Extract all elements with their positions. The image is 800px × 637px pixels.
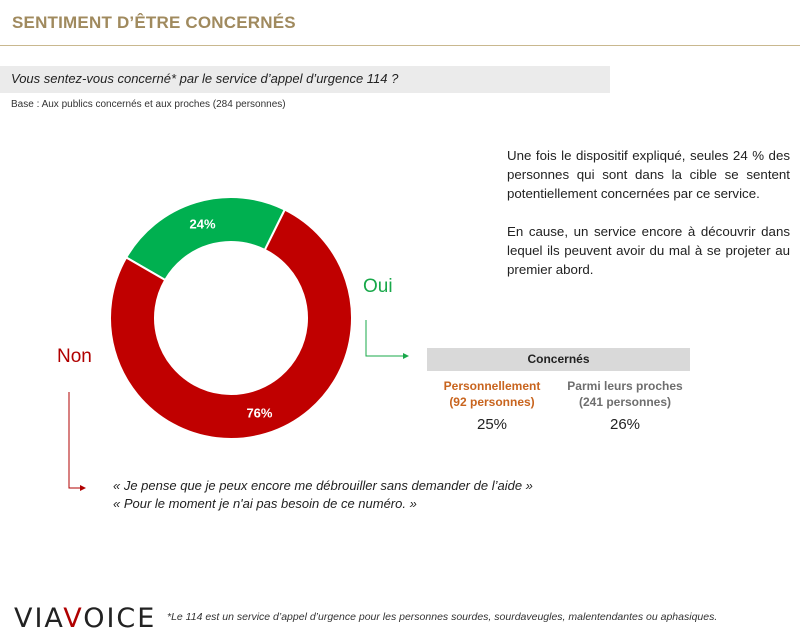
- concernes-header: Concernés: [427, 348, 690, 371]
- col-value: 25%: [476, 416, 508, 433]
- quotes-block: « Je pense que je peux encore me débroui…: [113, 477, 533, 513]
- col-label-line1: Personnellement: [443, 379, 541, 393]
- legend-label-oui: Oui: [363, 276, 393, 297]
- logo-part-v: V: [63, 603, 84, 634]
- donut-slice-oui: [124, 196, 287, 282]
- viavoice-logo: VIAVOICE: [14, 603, 156, 634]
- col-label-line1: Parmi leurs proches: [567, 379, 683, 393]
- donut-slices: [109, 196, 353, 440]
- donut-value-label-non: 76%: [246, 405, 272, 420]
- concernes-col-personnellement: Personnellement (92 personnes) 25%: [427, 378, 557, 433]
- page-title: SENTIMENT D’ÊTRE CONCERNÉS: [12, 13, 296, 32]
- arrow-oui: [365, 320, 409, 359]
- question-bar: Vous sentez-vous concerné* par le servic…: [0, 66, 610, 93]
- explanation-paragraph-2: En cause, un service encore à découvrir …: [507, 224, 790, 277]
- logo-part-left: VIA: [14, 603, 64, 634]
- legend-label-non: Non: [57, 346, 92, 367]
- arrow-non: [68, 392, 86, 491]
- quote-1: « Je pense que je peux encore me débroui…: [113, 478, 533, 493]
- question-text: Vous sentez-vous concerné* par le servic…: [11, 71, 399, 86]
- donut-value-label-oui: 24%: [190, 217, 216, 232]
- title-divider: [0, 45, 800, 46]
- col-label-line2: (92 personnes): [449, 395, 535, 409]
- explanation-text: Une fois le dispositif expliqué, seules …: [507, 146, 790, 298]
- donut-slice-non: [109, 208, 353, 440]
- concernes-col-proches: Parmi leurs proches (241 personnes) 26%: [560, 378, 690, 433]
- logo-part-right: OICE: [83, 603, 157, 634]
- footnote: *Le 114 est un service d’appel d’urgence…: [167, 611, 718, 623]
- col-label-line2: (241 personnes): [578, 395, 672, 409]
- donut-labels: 24% 76%: [190, 217, 273, 421]
- col-value: 26%: [609, 416, 641, 433]
- explanation-paragraph-1: Une fois le dispositif expliqué, seules …: [507, 148, 790, 201]
- quote-2: « Pour le moment je n'ai pas besoin de c…: [113, 496, 417, 511]
- base-note: Base : Aux publics concernés et aux proc…: [11, 99, 286, 110]
